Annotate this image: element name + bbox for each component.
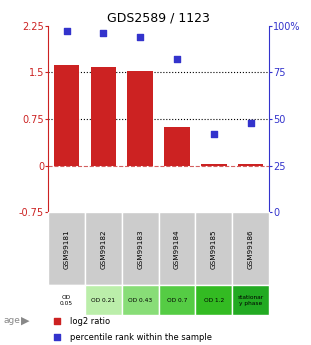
Text: GSM99182: GSM99182: [100, 229, 106, 269]
Bar: [48, 285, 85, 315]
Bar: [232, 212, 269, 285]
Text: GSM99186: GSM99186: [248, 229, 253, 269]
Bar: [122, 285, 159, 315]
Point: [174, 57, 179, 62]
Bar: [122, 212, 159, 285]
Bar: [195, 212, 232, 285]
Bar: [238, 164, 263, 166]
Text: GSM99181: GSM99181: [64, 229, 70, 269]
Text: age: age: [3, 316, 20, 325]
Point: [248, 120, 253, 126]
Text: GSM99183: GSM99183: [137, 229, 143, 269]
Point: [54, 334, 59, 340]
Bar: [48, 212, 85, 285]
Bar: [232, 285, 269, 315]
Bar: [85, 212, 122, 285]
Bar: [201, 164, 227, 166]
Bar: [164, 127, 190, 166]
Text: log2 ratio: log2 ratio: [70, 317, 110, 326]
Point: [211, 131, 216, 137]
Text: GSM99184: GSM99184: [174, 229, 180, 269]
Bar: [195, 285, 232, 315]
Text: OD 0.43: OD 0.43: [128, 298, 152, 303]
Text: OD 0.21: OD 0.21: [91, 298, 115, 303]
Bar: [85, 285, 122, 315]
Text: OD 1.2: OD 1.2: [204, 298, 224, 303]
Title: GDS2589 / 1123: GDS2589 / 1123: [107, 12, 210, 25]
Point: [138, 34, 143, 40]
Text: OD 0.7: OD 0.7: [167, 298, 187, 303]
Point: [64, 29, 69, 34]
Text: OD
0.05: OD 0.05: [60, 295, 73, 306]
Text: GSM99185: GSM99185: [211, 229, 217, 269]
Bar: [91, 68, 116, 166]
Text: percentile rank within the sample: percentile rank within the sample: [70, 333, 212, 342]
Text: ▶: ▶: [21, 315, 30, 325]
Bar: [127, 71, 153, 166]
Bar: [159, 285, 195, 315]
Point: [54, 319, 59, 324]
Point: [101, 31, 106, 36]
Text: stationar
y phase: stationar y phase: [238, 295, 264, 306]
Bar: [159, 212, 195, 285]
Bar: [54, 65, 80, 166]
